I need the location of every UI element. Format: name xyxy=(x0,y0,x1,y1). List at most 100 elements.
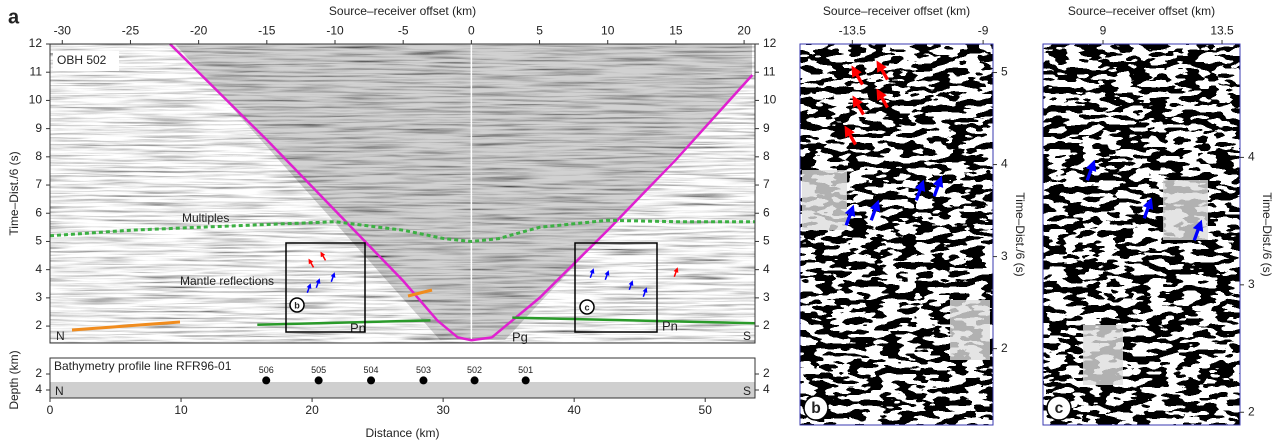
arrow xyxy=(589,268,595,278)
x-tick-label: 50 xyxy=(699,403,713,417)
panel-badge xyxy=(1046,395,1072,421)
arrow-shape xyxy=(876,88,889,109)
arrow xyxy=(673,267,679,277)
panel-label: b xyxy=(294,300,300,310)
y-tick-label: 11 xyxy=(30,64,43,78)
x-tick-label: 13.5 xyxy=(1210,23,1234,37)
arrow-shape xyxy=(1192,219,1204,241)
arrow-shape xyxy=(642,287,648,297)
y-axis-title: Time–Dist./6 (s) xyxy=(1013,192,1027,276)
arrow-shape xyxy=(604,270,610,280)
x-tick-label: -9 xyxy=(978,23,989,37)
arrow xyxy=(852,95,865,116)
y-tick-label: 6 xyxy=(35,205,42,219)
y-tick-label: 4 xyxy=(1001,157,1008,171)
x-tick-label: 5 xyxy=(536,23,543,37)
y-tick-label: 11 xyxy=(763,64,776,78)
y-tick-label: 12 xyxy=(29,36,43,50)
seismic-section xyxy=(50,44,755,343)
y-tick-label: 7 xyxy=(763,177,770,191)
annotation: Pn xyxy=(662,318,678,333)
arrow xyxy=(320,251,327,261)
x-tick-label: -5 xyxy=(398,23,409,37)
x-tick-label: -10 xyxy=(326,23,344,37)
panel-label: a xyxy=(8,6,20,28)
x-tick-label: -25 xyxy=(122,23,140,37)
y-tick-label: 4 xyxy=(35,382,42,396)
annotation: OBH 502 xyxy=(57,53,107,67)
arrow xyxy=(1085,159,1097,181)
y-tick-label: 8 xyxy=(35,149,42,163)
chart-title: Bathymetry profile line RFR96-01 xyxy=(54,359,232,373)
arrow xyxy=(914,179,926,201)
arrow-shape xyxy=(306,283,312,293)
y-tick-label: 6 xyxy=(763,205,770,219)
series-line xyxy=(169,43,754,342)
arrow-shape xyxy=(852,95,865,116)
y-tick-label: 4 xyxy=(35,262,42,276)
annotation: N xyxy=(56,329,65,343)
arrow-shape xyxy=(673,267,679,277)
x-axis-title: Source–receiver offset (km) xyxy=(1068,4,1215,18)
diffraction xyxy=(407,288,433,298)
arrow xyxy=(851,65,864,86)
arrow xyxy=(628,280,634,290)
arrow-shape xyxy=(1142,197,1154,219)
x-tick-label: 20 xyxy=(737,23,751,37)
x-tick-label: 10 xyxy=(601,23,615,37)
annotation: N xyxy=(55,384,64,398)
y-tick-label: 3 xyxy=(35,290,42,304)
station xyxy=(367,376,376,385)
x-tick-label: -20 xyxy=(190,23,208,37)
arrow-shape xyxy=(844,204,856,226)
y-tick-label: 4 xyxy=(1248,150,1255,164)
x-tick-label: -13.5 xyxy=(839,23,867,37)
arrow xyxy=(604,270,610,280)
station-label: 502 xyxy=(467,365,482,375)
arrow-shape xyxy=(628,280,634,290)
arrow xyxy=(1192,219,1204,241)
arrow xyxy=(642,287,648,297)
y-tick-label: 5 xyxy=(1001,65,1008,79)
annotation: S xyxy=(743,329,751,343)
panel-badge xyxy=(579,299,595,315)
y-tick-label: 2 xyxy=(1248,404,1255,418)
plot-frame xyxy=(49,357,756,399)
x-axis-title: Source–receiver offset (km) xyxy=(823,4,970,18)
panel-label: b xyxy=(811,400,821,417)
arrow xyxy=(315,278,321,288)
y-axis-title: Time–Dist./6 (s) xyxy=(7,151,21,235)
arrow-shape xyxy=(932,175,944,197)
annotation: Pg xyxy=(512,329,528,344)
panel-badge xyxy=(289,297,305,313)
x-tick-label: 10 xyxy=(174,403,188,417)
panel-label: c xyxy=(584,302,589,312)
station-label: 505 xyxy=(311,365,326,375)
y-tick-label: 12 xyxy=(763,36,777,50)
y-tick-label: 5 xyxy=(35,234,42,248)
x-tick-label: 30 xyxy=(436,403,450,417)
v-shade xyxy=(175,44,752,340)
panel-label: c xyxy=(1055,400,1064,417)
arrow xyxy=(844,204,856,226)
y-tick-label: 4 xyxy=(763,382,770,396)
arrow-shape xyxy=(330,272,336,282)
arrow-shape xyxy=(589,268,595,278)
series-line xyxy=(49,218,755,244)
annotation: S xyxy=(743,384,751,398)
y-axis-title: Time–Dist./6 (s) xyxy=(1260,192,1274,276)
annotation: Multiples xyxy=(182,211,229,225)
arrow-shape xyxy=(308,258,315,268)
y-tick-label: 10 xyxy=(763,93,777,107)
arrow xyxy=(306,283,312,293)
arrow-shape xyxy=(851,65,864,86)
annotation: Pn xyxy=(350,320,366,335)
station xyxy=(419,376,428,385)
y-tick-label: 2 xyxy=(763,318,770,332)
trace-inset xyxy=(950,300,990,360)
plot-frame xyxy=(1042,43,1241,426)
plot-frame xyxy=(799,43,994,426)
arrow xyxy=(330,272,336,282)
label-bg xyxy=(53,51,119,71)
